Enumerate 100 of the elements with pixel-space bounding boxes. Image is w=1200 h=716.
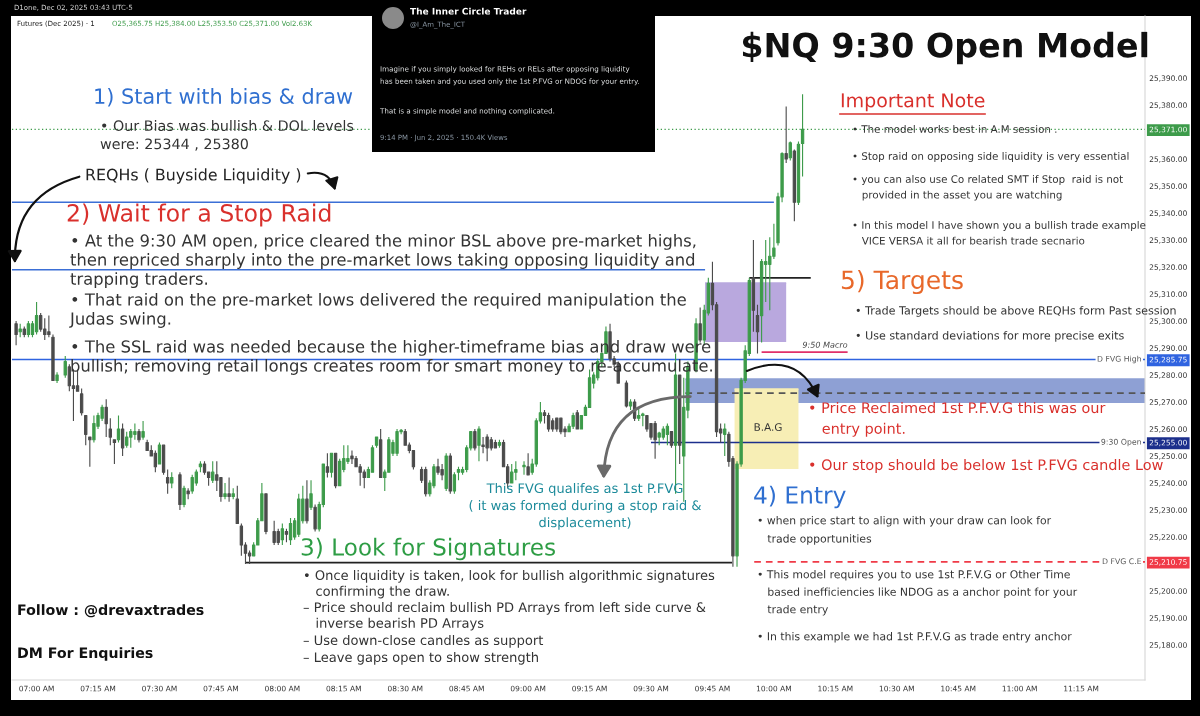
series-label: 9:50 Macro bbox=[802, 341, 848, 348]
candlestick bbox=[485, 433, 489, 462]
candlestick bbox=[374, 436, 379, 449]
candlestick bbox=[784, 105, 788, 164]
annotation: • At the 9:30 AM open, price cleared the minor BSL above pre-market highs, then repriced sharply into the pre-market lows taking opposing liquidity and trapping traders. bbox=[70, 234, 696, 289]
annotation: Important Note bbox=[841, 93, 985, 112]
annotation: B.A.G bbox=[754, 423, 782, 432]
candlestick bbox=[18, 323, 22, 338]
candlestick bbox=[116, 414, 121, 444]
candlestick bbox=[51, 333, 55, 381]
candlestick bbox=[211, 460, 215, 484]
candlestick bbox=[231, 487, 235, 500]
candlestick bbox=[665, 423, 670, 446]
candlestick bbox=[350, 450, 354, 465]
candlestick bbox=[104, 398, 108, 438]
candlestick bbox=[628, 398, 633, 411]
candlestick bbox=[362, 468, 366, 489]
annotation: • Price Reclaimed 1st P.F.V.G this was our entry point. bbox=[810, 402, 1106, 437]
candlestick bbox=[514, 460, 518, 481]
candlestick bbox=[305, 479, 309, 525]
candlestick bbox=[92, 414, 96, 444]
candlestick bbox=[395, 428, 399, 457]
candlestick bbox=[112, 439, 117, 465]
candlestick bbox=[79, 387, 84, 417]
candlestick bbox=[63, 355, 67, 379]
annotation: • you can also use Co related SMT if Stop raid is not provided in the asset you are watching bbox=[853, 175, 1123, 201]
annotation: – Price should reclaim bullish PD Arrays from left side curve & inverse bearish PD Arrays bbox=[303, 602, 706, 631]
annotation: • In this example we had 1st P.F.V.G as trade entry anchor bbox=[758, 632, 1072, 643]
candlestick bbox=[624, 379, 629, 408]
candlestick bbox=[325, 452, 330, 479]
candlestick bbox=[669, 431, 674, 449]
candlestick bbox=[161, 444, 166, 476]
candlestick bbox=[444, 452, 448, 492]
annotation: DM For Enquiries bbox=[18, 647, 153, 661]
candlestick bbox=[424, 466, 428, 498]
annotation: • Use standard deviations for more precise exits bbox=[856, 331, 1124, 342]
candlestick bbox=[456, 466, 461, 481]
candlestick bbox=[14, 320, 18, 346]
annotation: • Our stop should be below 1st P.FVG candle Low bbox=[810, 459, 1163, 473]
candlestick bbox=[792, 149, 797, 222]
candlestick bbox=[272, 520, 276, 546]
candlestick bbox=[755, 304, 760, 354]
candlestick bbox=[34, 301, 39, 336]
candlestick bbox=[129, 428, 133, 449]
candlestick bbox=[440, 463, 444, 481]
candlestick bbox=[125, 431, 129, 449]
text: The Inner Circle Trader bbox=[410, 7, 527, 15]
candlestick bbox=[55, 371, 59, 384]
candlestick bbox=[227, 477, 231, 503]
candlestick bbox=[223, 482, 227, 500]
candlestick bbox=[448, 452, 452, 495]
candlestick bbox=[551, 417, 555, 433]
candlestick bbox=[723, 423, 727, 457]
candlestick bbox=[661, 425, 665, 441]
annotation: • In this model I have shown you a bullish trade example VICE VERSA it all for bearish trade secnario bbox=[853, 221, 1146, 245]
candlestick bbox=[313, 503, 317, 533]
candlestick bbox=[641, 412, 645, 427]
candlestick bbox=[288, 517, 293, 546]
candlestick bbox=[452, 471, 457, 495]
candlestick bbox=[157, 441, 162, 465]
candlestick bbox=[436, 458, 440, 476]
candlestick bbox=[178, 471, 182, 511]
candlestick bbox=[698, 306, 702, 344]
candlestick bbox=[170, 471, 174, 489]
annotation: • Once liquidity is taken, look for bullish algorithmic signatures confirming the draw. bbox=[304, 570, 715, 599]
annotation: • when price start to align with your draw can look for trade opportunities bbox=[758, 516, 1052, 545]
candlestick bbox=[571, 412, 575, 430]
annotation: 2) Wait for a Stop Raid bbox=[67, 203, 331, 227]
candlestick bbox=[477, 425, 481, 462]
candlestick bbox=[555, 417, 559, 433]
candlestick bbox=[497, 439, 502, 449]
candlestick bbox=[22, 325, 26, 338]
annotation: – Use down-close candles as support bbox=[303, 635, 544, 648]
candlestick bbox=[678, 374, 682, 465]
candlestick bbox=[796, 140, 801, 206]
candlestick bbox=[108, 417, 112, 446]
candlestick bbox=[84, 414, 88, 446]
candlestick bbox=[329, 452, 334, 479]
candlestick bbox=[575, 409, 579, 430]
candlestick bbox=[137, 428, 141, 444]
annotation: Follow : @drevaxtrades bbox=[18, 604, 204, 618]
candlestick bbox=[788, 140, 792, 161]
candlestick bbox=[43, 317, 47, 341]
annotation: – Leave gaps open to show strength bbox=[303, 652, 538, 665]
candlestick bbox=[88, 436, 92, 468]
annotation: • Our Bias was bullish & DOL levels were: 25344 , 25380 bbox=[100, 120, 354, 151]
candlestick bbox=[751, 239, 756, 333]
annotation: • The model works best in A.M session . bbox=[853, 125, 1057, 133]
candlestick bbox=[284, 528, 289, 543]
annotation: REQHs ( Buyside Liquidity ) bbox=[86, 168, 301, 184]
annotation: • Stop raid on opposing side liquidity is very essential bbox=[853, 152, 1129, 162]
annotation: 3) Look for Signatures bbox=[301, 537, 555, 561]
candlestick bbox=[182, 485, 186, 508]
candlestick bbox=[473, 428, 477, 452]
candlestick bbox=[559, 417, 563, 435]
candlestick bbox=[264, 493, 268, 535]
candlestick bbox=[637, 406, 641, 422]
candlestick bbox=[510, 463, 514, 484]
candlestick bbox=[198, 460, 203, 473]
annotation: 1) Start with bias & draw bbox=[95, 87, 353, 107]
